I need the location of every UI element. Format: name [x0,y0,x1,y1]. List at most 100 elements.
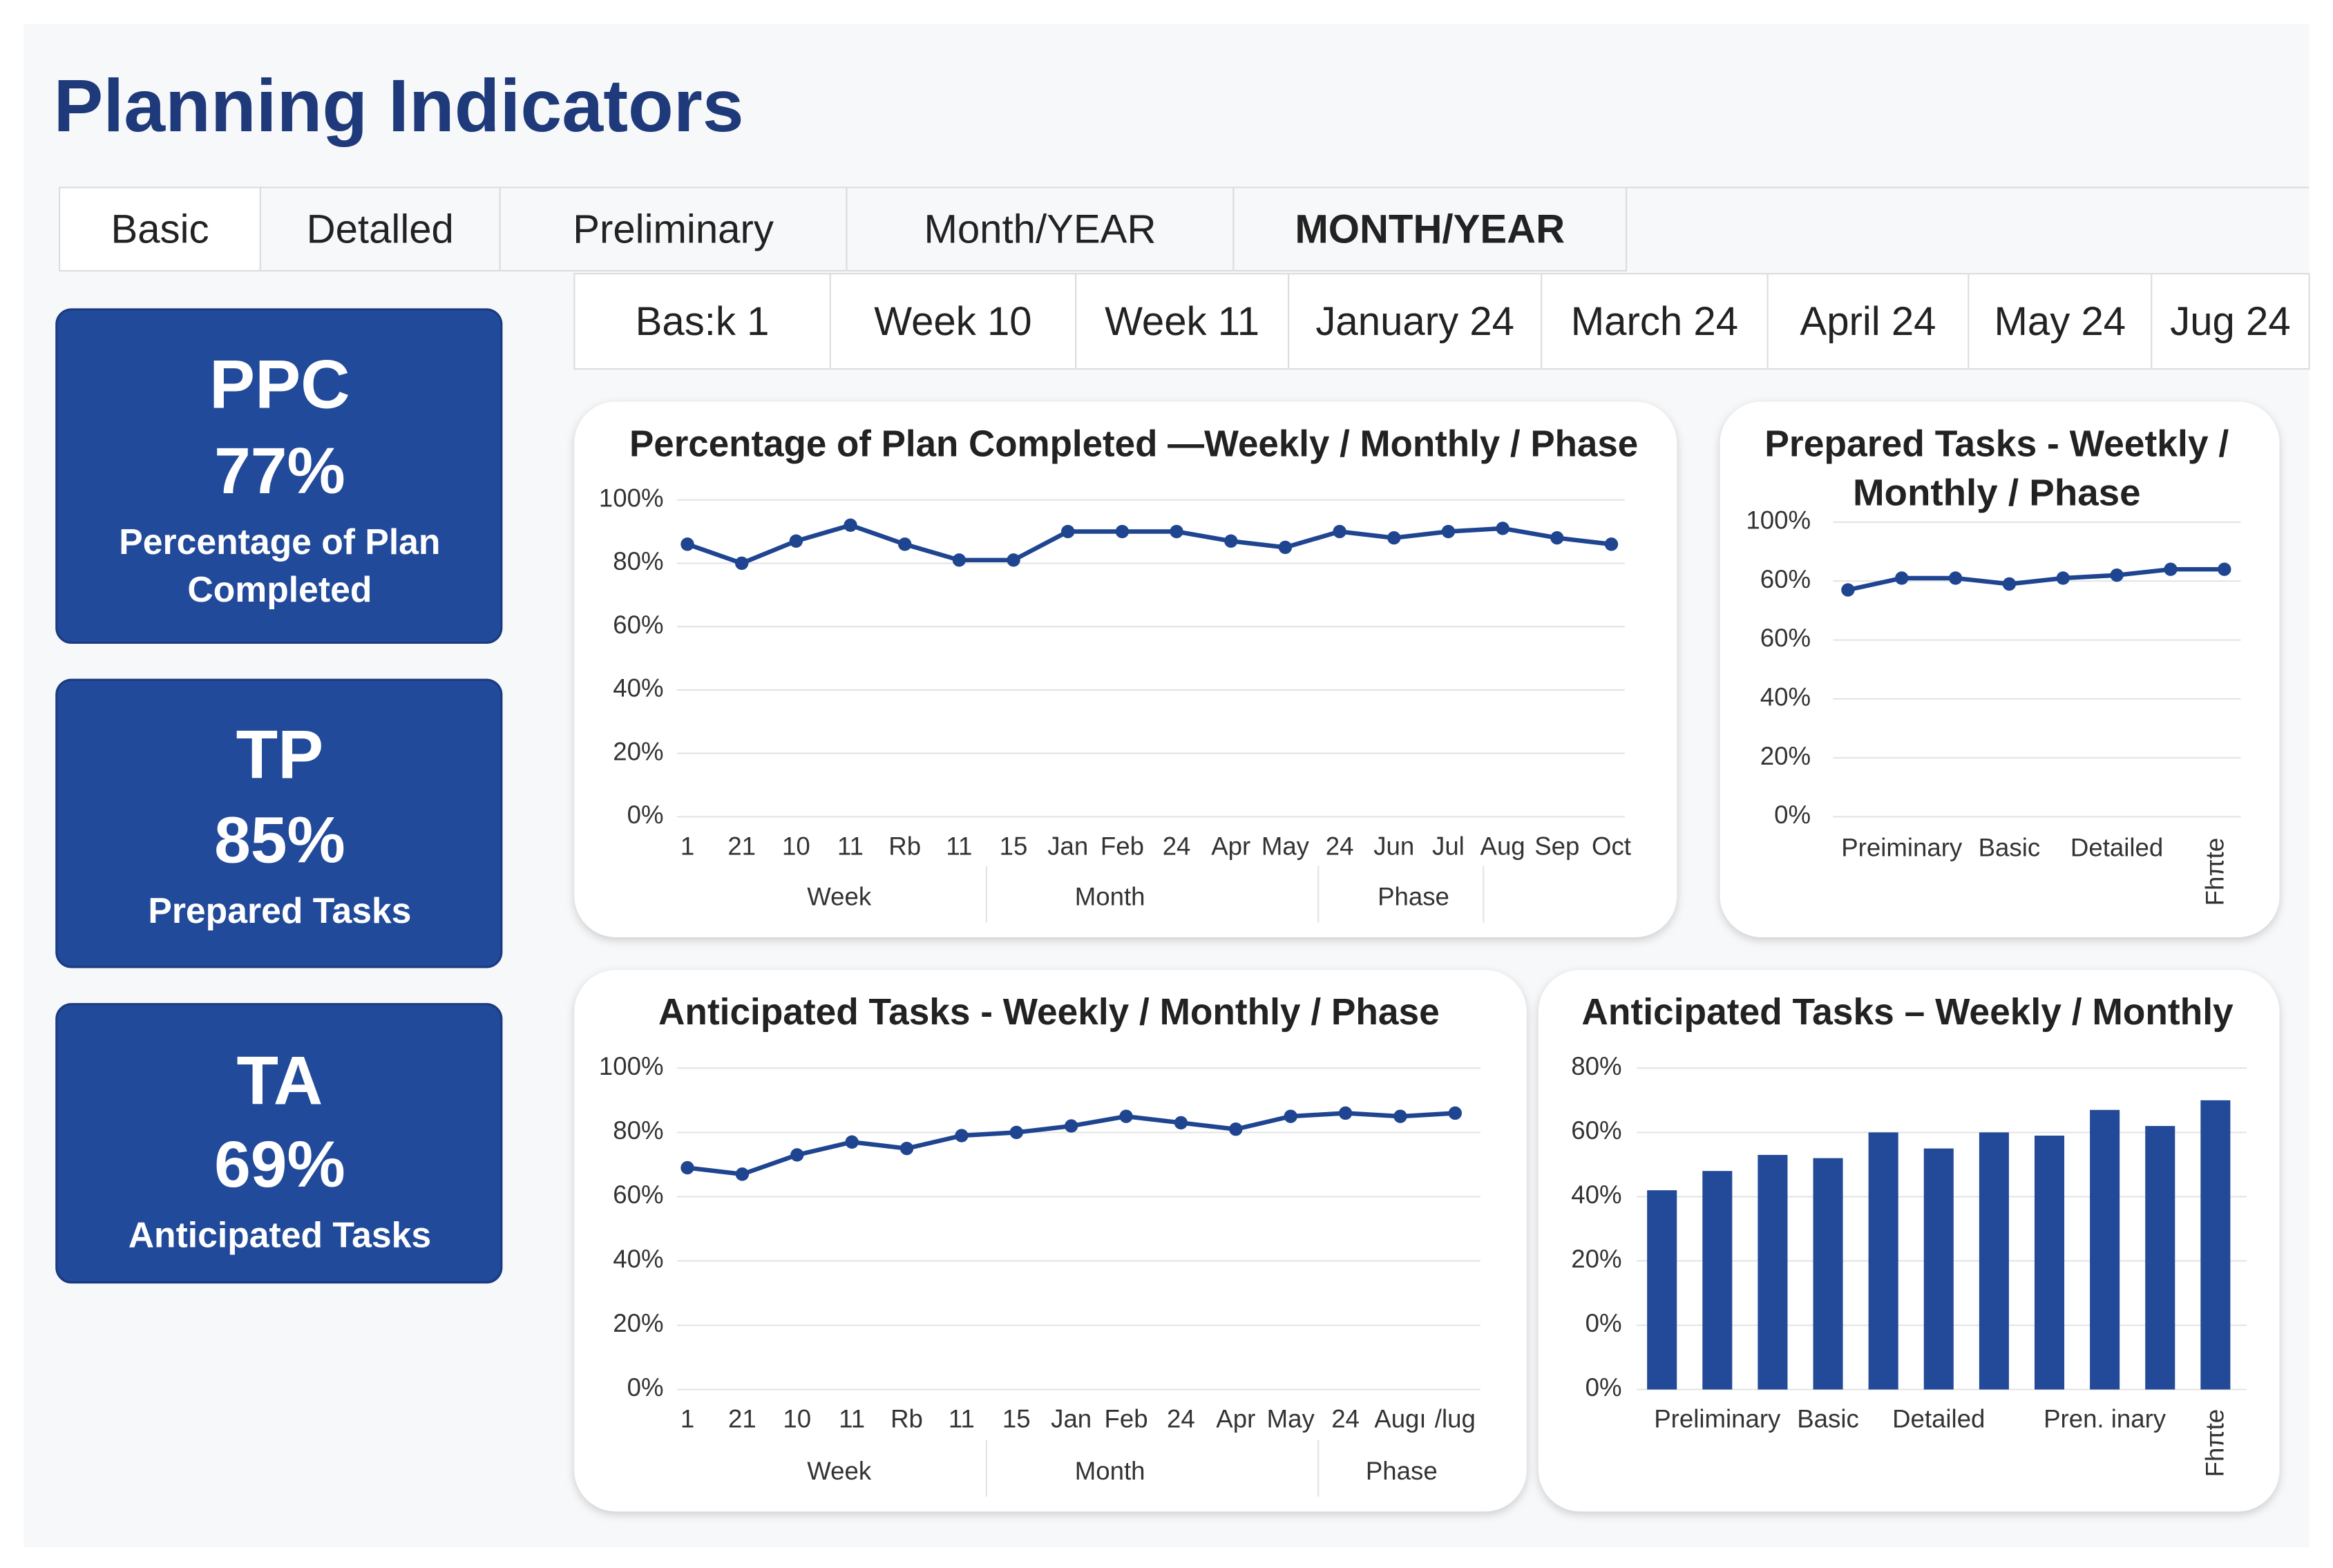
data-point [1338,1106,1353,1120]
data-point [2218,562,2231,576]
x-tick-label: 21 [727,832,756,860]
x-tick-label: Apr [1216,1404,1255,1433]
subtab-label[interactable]: Week 11 [1105,299,1259,344]
subtab-label[interactable]: April 24 [1800,299,1936,344]
bar [2200,1100,2231,1390]
subtab-label[interactable]: Week 10 [874,299,1031,344]
x-tick-label: 11 [839,1404,865,1433]
y-tick-label: 40% [1760,682,1811,711]
x-group-label: Phase [1378,883,1449,911]
x-tick-label: Preiminary [1841,833,1963,861]
kpi-value: 85% [214,803,345,877]
kpi-label: TA [237,1042,323,1118]
y-tick-label: 100% [1746,506,1811,535]
tab[interactable] [259,187,501,272]
kpi-card [55,308,503,644]
data-point [2164,562,2178,576]
bar [2034,1136,2065,1390]
data-point [1333,524,1346,539]
bar [1702,1171,1733,1390]
x-tick-label: Feb [1101,832,1144,860]
data-point [899,1141,914,1156]
x-tick-label: Rb [891,1404,923,1433]
y-tick-label: 100% [599,1052,664,1080]
kpi-label: PPC [209,345,350,422]
subtab-label[interactable]: Jug 24 [2170,299,2291,344]
x-tick-label: 15 [1000,832,1028,860]
y-tick-label: 60% [613,611,663,639]
chart-panel [1720,401,2280,937]
x-tick-label: 11 [837,832,864,860]
data-line [1847,566,2225,593]
x-tick-label: Apr [1211,832,1250,860]
kpi-card [55,1003,503,1284]
data-point [1895,571,1909,585]
bar [2145,1126,2175,1390]
data-point [1393,1109,1407,1123]
x-group-label: Phase [1366,1457,1438,1485]
tab-label[interactable]: MONTH/YEAR [1295,207,1565,251]
x-tick-label: Jan [1047,832,1088,860]
data-point [2002,577,2017,591]
x-tick-label: 24 [1331,1404,1360,1433]
page-title: Planning Indicators [54,64,744,147]
subtab-label[interactable]: January 24 [1315,299,1514,344]
subtab-label[interactable]: March 24 [1571,299,1738,344]
tab-label[interactable]: Month/YEAR [924,207,1156,251]
x-tick-label: 1 [680,832,694,860]
x-tick-label: Basic [1797,1404,1859,1433]
x-tick-label: 24 [1326,832,1354,860]
chart-title: Anticipated Tasks - Weekly / Monthly / P… [658,991,1440,1033]
data-point [790,1148,804,1162]
y-tick-label: 100% [599,484,664,512]
y-tick-label: 80% [1571,1052,1621,1080]
data-point [952,553,966,567]
chart-panel [574,970,1527,1512]
data-point [735,1167,750,1181]
data-point [1284,1109,1297,1123]
x-tick-label: Preliminary [1654,1404,1781,1433]
x-tick-label: 1 [680,1404,694,1433]
bar [1979,1132,2009,1390]
x-tick-label: 11 [949,1404,975,1433]
y-tick-label: 20% [613,1309,663,1337]
tab-label[interactable]: Detalled [307,207,454,251]
chart-title: Percentage of Plan Completed —Weekly / M… [629,423,1638,464]
chart-title: Monthly / Phase [1853,472,2141,513]
data-point [1224,534,1238,548]
y-tick-label: 60% [1571,1116,1621,1145]
x-tick-label: Rb [888,832,921,860]
kpi-value: 69% [214,1128,345,1201]
y-tick-label: 80% [613,1116,663,1145]
kpi-card [55,678,503,968]
x-tick-label: May [1267,1404,1315,1433]
data-point [1387,531,1401,545]
data-point [1948,571,1963,585]
x-tick-label: Fhπte [2201,1409,2229,1478]
data-point [1061,524,1075,539]
data-point [1064,1119,1078,1133]
data-point [898,537,912,551]
tab[interactable] [1232,187,1628,272]
tab-label[interactable]: Basic [111,207,209,251]
data-point [2056,571,2070,585]
data-point [1170,524,1183,539]
x-group-label: Week [807,883,872,911]
subtab-label[interactable]: May 24 [1994,299,2126,344]
kpi-label: TP [236,716,324,793]
y-tick-label: 40% [613,1245,663,1273]
x-tick-label: Jun [1373,832,1414,860]
subtab-label[interactable]: Bas:k 1 [636,299,770,344]
data-point [1009,1125,1023,1140]
data-point [845,1135,859,1149]
tab[interactable] [59,187,261,272]
y-tick-label: 0% [1586,1309,1622,1337]
subtab-bar [573,273,2310,370]
tab-label[interactable]: Preliminary [573,207,774,251]
data-point [2110,568,2124,582]
x-tick-label: /lug [1435,1404,1476,1433]
data-point [734,556,749,571]
x-tick-label: Jul [1432,832,1465,860]
tab[interactable] [499,187,848,272]
tab[interactable] [846,187,1235,272]
